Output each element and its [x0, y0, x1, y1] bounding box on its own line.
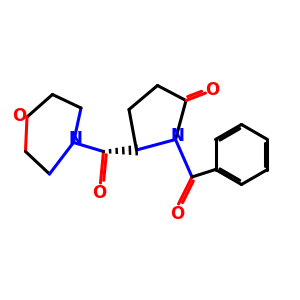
- Text: N: N: [171, 127, 185, 145]
- Text: O: O: [12, 106, 27, 124]
- Text: O: O: [170, 205, 184, 223]
- Text: O: O: [92, 184, 107, 202]
- Text: N: N: [68, 130, 82, 148]
- Text: O: O: [205, 81, 219, 99]
